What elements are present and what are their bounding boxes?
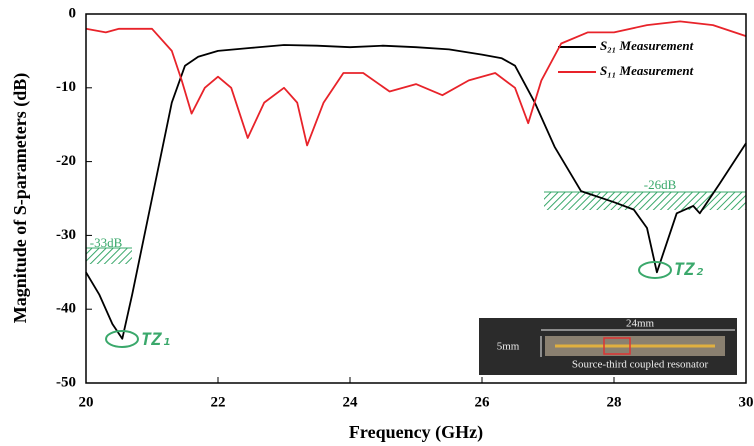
inset-highlight — [603, 337, 631, 355]
series-line — [85, 20, 747, 147]
annotation: TZ₁ — [141, 330, 172, 350]
y-tick-label: -10 — [56, 79, 76, 95]
tz-marker — [105, 330, 139, 348]
y-tick-label: -50 — [56, 374, 76, 390]
annotation: TZ₂ — [674, 260, 705, 280]
y-tick-label: -30 — [56, 227, 76, 243]
y-tick-label: -20 — [56, 153, 76, 169]
y-tick-label: -40 — [56, 301, 76, 317]
plot-frame — [85, 13, 747, 384]
threshold-band — [544, 192, 746, 210]
series-line — [85, 44, 747, 340]
inset-height-label: 5mm — [497, 341, 520, 353]
x-tick-label: 24 — [343, 394, 359, 410]
x-axis-title: Frequency (GHz) — [349, 422, 483, 443]
x-tick-label: 30 — [739, 394, 754, 410]
legend-label: S₁₁ Measurement — [600, 63, 694, 78]
inset-photo: 24mm 5mm Source-third coupled resonator — [479, 318, 737, 375]
x-tick-label: 20 — [79, 394, 94, 410]
annotation: -26dB — [644, 177, 677, 192]
x-tick-label: 28 — [607, 394, 622, 410]
inset-caption: Source-third coupled resonator — [572, 359, 709, 371]
threshold-band — [86, 248, 132, 264]
tz-marker — [638, 261, 672, 279]
annotation: -33dB — [90, 235, 123, 250]
y-axis-title: Magnitude of S-parameters (dB) — [10, 73, 31, 323]
x-tick-label: 22 — [211, 394, 226, 410]
x-tick-label: 26 — [475, 394, 491, 410]
y-tick-label: 0 — [69, 5, 77, 21]
legend-label: S₂₁ Measurement — [600, 38, 694, 53]
inset-width-label: 24mm — [626, 318, 655, 330]
